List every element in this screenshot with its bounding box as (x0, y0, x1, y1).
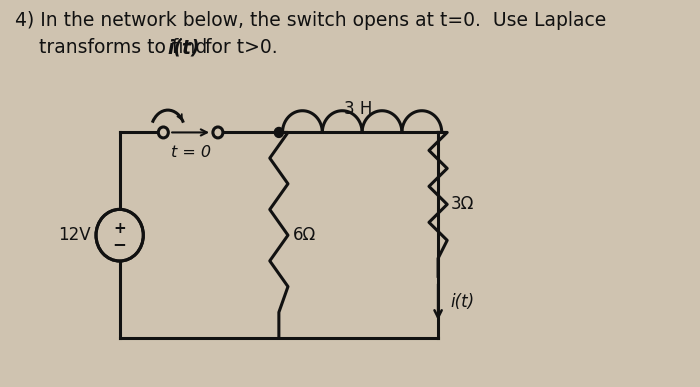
Text: 4) In the network below, the switch opens at t=0.  Use Laplace: 4) In the network below, the switch open… (15, 11, 606, 30)
Circle shape (96, 209, 144, 261)
Text: 6Ω: 6Ω (293, 226, 316, 244)
Text: for t>0.: for t>0. (199, 38, 277, 57)
Text: 3 H: 3 H (344, 99, 372, 118)
Text: −: − (113, 235, 127, 253)
Text: i(t): i(t) (168, 38, 200, 57)
Text: i(t): i(t) (451, 293, 475, 311)
Text: t = 0: t = 0 (171, 146, 211, 160)
Circle shape (213, 127, 223, 138)
Text: 3Ω: 3Ω (451, 195, 474, 213)
Circle shape (274, 127, 284, 137)
Text: +: + (113, 221, 126, 236)
Text: transforms to find: transforms to find (15, 38, 213, 57)
Circle shape (158, 127, 168, 138)
Text: 12V: 12V (58, 226, 90, 244)
